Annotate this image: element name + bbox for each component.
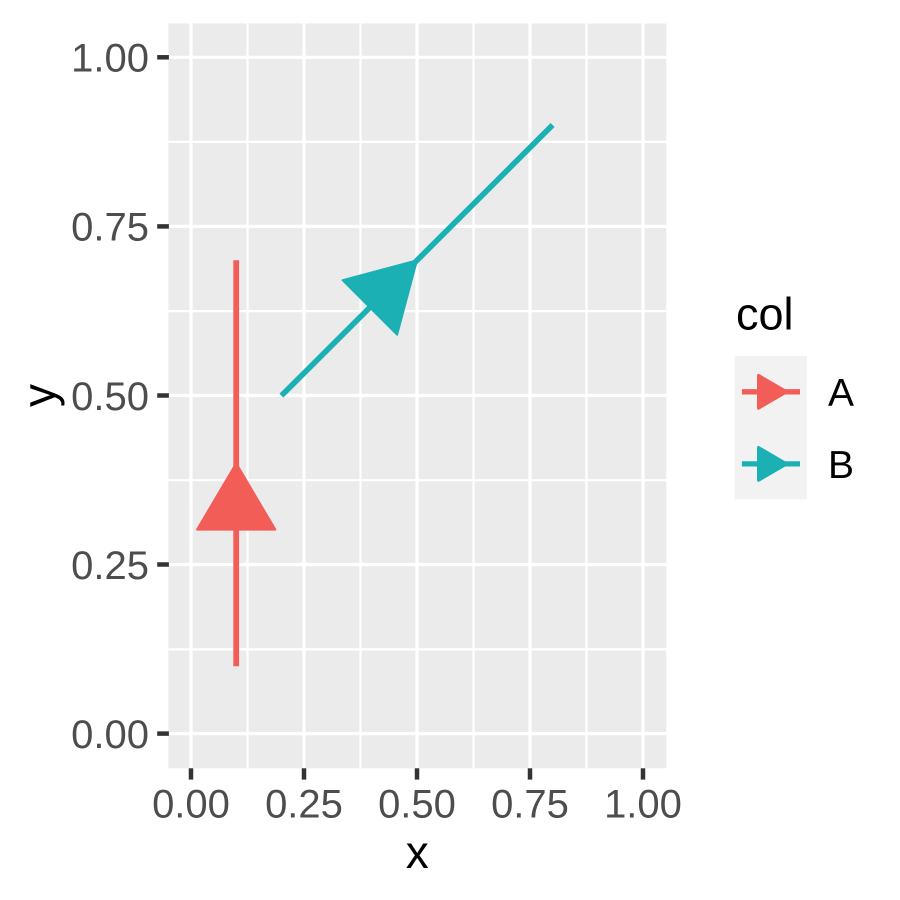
svg-text:0.75: 0.75 (71, 206, 149, 250)
svg-text:1.00: 1.00 (604, 783, 682, 827)
svg-text:0.00: 0.00 (152, 783, 230, 827)
svg-text:0.50: 0.50 (71, 375, 149, 419)
svg-text:y: y (13, 384, 65, 407)
svg-text:1.00: 1.00 (71, 37, 149, 81)
svg-text:B: B (828, 444, 854, 487)
svg-text:0.00: 0.00 (71, 713, 149, 757)
svg-text:0.75: 0.75 (491, 783, 569, 827)
svg-text:A: A (828, 372, 854, 415)
svg-text:col: col (736, 288, 794, 339)
svg-text:0.50: 0.50 (378, 783, 456, 827)
svg-text:0.25: 0.25 (265, 783, 343, 827)
svg-text:x: x (406, 826, 429, 878)
svg-text:0.25: 0.25 (71, 544, 149, 588)
